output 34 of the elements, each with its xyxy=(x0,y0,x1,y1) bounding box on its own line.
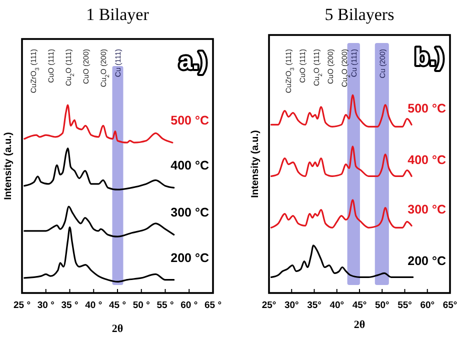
series-label: 300 °C xyxy=(170,206,209,220)
x-tick-label: 45 ° xyxy=(108,300,126,311)
x-tick-label: 30° xyxy=(284,300,300,311)
chart-title: 5 Bilayers xyxy=(324,5,394,24)
series-label: 500 °C xyxy=(170,114,209,128)
x-axis-title: 2θ xyxy=(112,323,124,335)
text: a.) xyxy=(178,48,207,75)
x-tick-label: 60° xyxy=(420,300,435,311)
series-label: 300 °C xyxy=(408,202,446,217)
x-tick-label: 25° xyxy=(262,300,276,311)
x-tick-label: 65° xyxy=(442,300,458,311)
x-tick-label: 55 ° xyxy=(156,300,174,311)
series-label: 200 °C xyxy=(408,254,446,268)
series-label: 500 °C xyxy=(408,102,446,116)
x-tick-label: 35° xyxy=(307,300,322,311)
x-tick-label: 40° xyxy=(330,300,344,311)
y-axis-title: Intensity (a.u.) xyxy=(3,132,14,200)
x-tick-label: 35 ° xyxy=(61,300,78,311)
x-tick-label: 65 ° xyxy=(204,300,222,311)
series-label: 200 °C xyxy=(170,250,209,265)
chart-title: 1 Bilayer xyxy=(86,5,150,24)
x-tick-label: 45° xyxy=(352,300,367,311)
x-tick-label: 55° xyxy=(398,300,412,311)
x-tick-label: 50° xyxy=(374,300,390,311)
x-axis-title: 2θ xyxy=(354,319,366,331)
x-tick-label: 50 ° xyxy=(132,300,150,311)
series-label: 400 °C xyxy=(408,153,446,168)
y-axis-title: Intensity (a.u.) xyxy=(250,130,261,198)
series-label: 400 °C xyxy=(170,158,209,173)
text: b.) xyxy=(414,44,444,71)
x-tick-label: 25 ° xyxy=(13,300,31,311)
x-tick-label: 60 ° xyxy=(180,300,198,311)
x-tick-label: 40 ° xyxy=(85,300,102,311)
x-tick-label: 30 ° xyxy=(37,300,55,311)
